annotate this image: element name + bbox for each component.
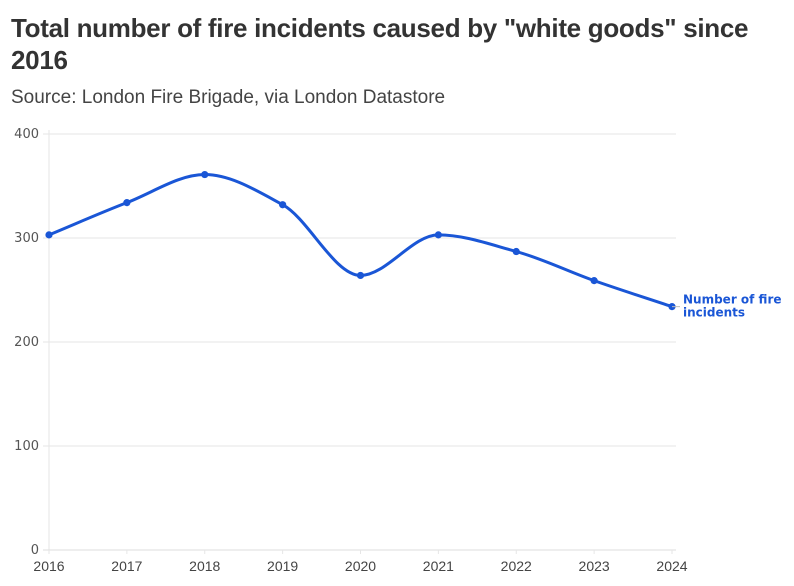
series-markers [45,170,680,311]
y-tick-label: 400 [14,127,39,142]
x-tick-label: 2022 [501,558,532,574]
x-tick-label: 2018 [189,558,220,574]
series-label: Number of fire incidents [683,293,782,320]
data-point [512,247,520,256]
x-axis: 2016 2017 2018 2019 2020 2021 2022 2023 2024 [33,550,688,574]
x-tick-label: 2019 [267,558,298,574]
x-tick-label: 2021 [423,558,454,574]
y-tick-label: 200 [14,335,39,350]
data-point [356,271,365,280]
x-tick-label: 2024 [656,558,687,574]
gridlines [43,130,676,552]
x-tick-label: 2016 [33,558,64,574]
x-tick-label: 2017 [111,558,142,574]
y-tick-label: 0 [31,543,39,558]
x-tick-label: 2023 [579,558,610,574]
y-axis: 0 100 200 300 400 [14,127,39,558]
data-point [279,201,287,209]
data-point [201,170,209,179]
data-point [123,199,131,207]
chart-source: Source: London Fire Brigade, via London … [11,87,446,108]
data-point [434,231,442,239]
y-tick-label: 300 [14,231,39,246]
y-tick-label: 100 [14,439,39,454]
x-tick-label: 2020 [345,558,376,574]
data-point [590,277,598,285]
data-point [45,231,53,239]
series-line [47,173,674,309]
chart-title: Total number of fire incidents caused by… [11,13,749,75]
